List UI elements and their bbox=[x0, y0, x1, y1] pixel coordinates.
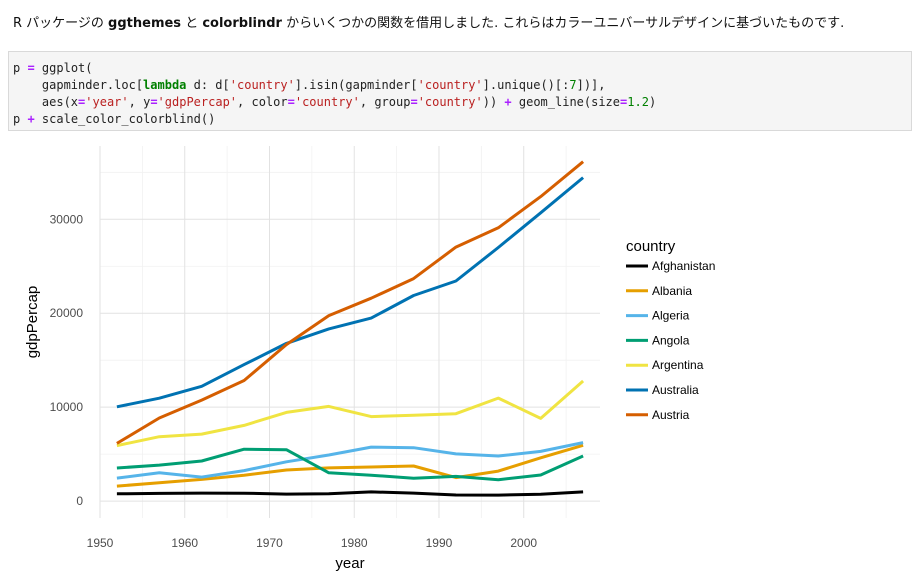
code-token: 'country' bbox=[229, 78, 295, 92]
legend-label-austria: Austria bbox=[652, 408, 690, 422]
code-token: = bbox=[150, 95, 158, 109]
plot-panel bbox=[100, 146, 600, 518]
legend-label-angola: Angola bbox=[652, 333, 690, 347]
code-token: = bbox=[78, 95, 86, 109]
code-block[interactable]: p = ggplot( gapminder.loc[lambda d: d['c… bbox=[9, 52, 911, 128]
code-token: 'country' bbox=[417, 78, 483, 92]
package-name-ggthemes: ggthemes bbox=[108, 16, 182, 31]
code-token: = bbox=[287, 95, 295, 109]
code-token: d: d[ bbox=[186, 78, 230, 92]
intro-text: R パッケージの ggthemes と colorblindr からいくつかの関… bbox=[13, 12, 908, 31]
code-token: lambda bbox=[143, 78, 187, 92]
x-tick-label: 2000 bbox=[510, 536, 537, 550]
package-name-colorblindr: colorblindr bbox=[202, 16, 282, 31]
code-token: )) bbox=[482, 95, 505, 109]
code-token: = bbox=[20, 61, 42, 75]
code-token: gapminder.loc[ bbox=[13, 78, 144, 92]
code-line-1: p = ggplot( bbox=[13, 60, 911, 77]
code-token: = bbox=[620, 95, 628, 109]
legend-label-argentina: Argentina bbox=[652, 358, 704, 372]
x-tick-label: 1980 bbox=[341, 536, 368, 550]
code-token: 'country' bbox=[417, 95, 483, 109]
code-token: ])], bbox=[576, 78, 606, 92]
code-token: aes(x bbox=[13, 95, 79, 109]
code-token: , color bbox=[237, 95, 288, 109]
code-token: + bbox=[504, 95, 512, 109]
code-line-4: p + scale_color_colorblind() bbox=[13, 111, 911, 128]
code-token: 7 bbox=[569, 78, 577, 92]
code-token: scale_color_colorblind() bbox=[41, 112, 216, 126]
legend-label-albania: Albania bbox=[652, 284, 692, 298]
code-token: , group bbox=[359, 95, 411, 109]
code-token: 1.2 bbox=[627, 95, 649, 109]
legend-label-afghanistan: Afghanistan bbox=[652, 259, 715, 273]
y-tick-label: 30000 bbox=[50, 212, 84, 226]
y-axis-label: gdpPercap bbox=[24, 286, 41, 359]
series-line-afghanistan bbox=[116, 490, 584, 497]
code-token: + bbox=[20, 112, 42, 126]
code-cell[interactable]: p = ggplot( gapminder.loc[lambda d: d['c… bbox=[8, 51, 912, 131]
x-tick-label: 1970 bbox=[256, 536, 283, 550]
code-token: geom_line(size bbox=[511, 95, 621, 109]
code-token: = bbox=[410, 95, 418, 109]
code-line-3: aes(x='year', y='gdpPercap', color='coun… bbox=[13, 94, 911, 111]
intro-suffix: からいくつかの関数を借用しました. これらはカラーユニバーサルデザインに基づいた… bbox=[286, 16, 845, 31]
series-line-angola bbox=[116, 447, 584, 482]
code-token: ) bbox=[648, 95, 657, 109]
code-token: p bbox=[13, 61, 21, 75]
series-line-australia bbox=[116, 176, 585, 409]
code-line-2: gapminder.loc[lambda d: d['country'].isi… bbox=[13, 77, 911, 94]
y-tick-label: 20000 bbox=[50, 306, 84, 320]
code-token: ].isin(gapminder[ bbox=[294, 78, 418, 92]
legend-title: country bbox=[626, 238, 676, 255]
code-token: , y bbox=[128, 95, 151, 109]
x-tick-label: 1990 bbox=[426, 536, 453, 550]
line-chart: 1950 1960 1970 1980 1990 20000100002000030000… bbox=[24, 146, 715, 572]
x-tick-label: 1950 bbox=[87, 536, 114, 550]
series-line-austria bbox=[116, 160, 585, 445]
code-token: p bbox=[13, 112, 21, 126]
series-line-algeria bbox=[116, 441, 584, 480]
x-axis-label: year bbox=[335, 555, 364, 572]
code-token: 'country' bbox=[294, 95, 360, 109]
legend-label-australia: Australia bbox=[652, 383, 699, 397]
y-tick-label: 10000 bbox=[50, 400, 84, 414]
code-token: 'gdpPercap' bbox=[157, 95, 238, 109]
intro-prefix: R パッケージの bbox=[13, 16, 104, 31]
legend-label-algeria: Algeria bbox=[652, 309, 690, 323]
y-tick-label: 0 bbox=[76, 494, 83, 508]
intro-mid: と bbox=[185, 16, 199, 31]
code-token: ].unique()[: bbox=[482, 78, 570, 92]
x-tick-label: 1960 bbox=[171, 536, 198, 550]
series-line-albania bbox=[116, 443, 584, 488]
code-token: 'year' bbox=[85, 95, 129, 109]
code-token: ggplot( bbox=[41, 61, 93, 75]
series-line-argentina bbox=[116, 379, 585, 448]
